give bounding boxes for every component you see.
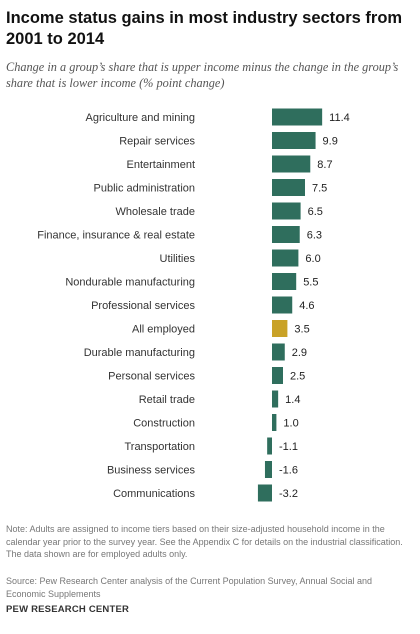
bar [267,437,272,455]
category-label: Wholesale trade [116,206,196,218]
value-label: 4.6 [299,300,314,312]
bar [272,414,277,431]
bar [272,343,285,361]
category-label: All employed [132,324,195,336]
bar [272,226,300,243]
value-label: 2.5 [290,371,305,383]
value-label: -1.1 [279,441,298,453]
chart-title: Income status gains in most industry sec… [6,9,403,48]
category-label: Retail trade [139,394,195,406]
bar [272,296,293,314]
bar [272,155,311,173]
category-label: Professional services [91,300,195,312]
category-label: Construction [133,418,195,430]
value-label: 6.3 [307,230,322,242]
category-label: Utilities [160,253,196,265]
category-label: Repair services [119,136,195,148]
bar [272,320,288,337]
value-label: 1.0 [283,418,298,430]
value-label: -1.6 [279,465,298,477]
bar [272,249,299,267]
brand-label: PEW RESEARCH CENTER [6,604,130,615]
bar [272,390,279,408]
category-label: Agriculture and mining [86,112,195,124]
category-label: Transportation [124,441,195,453]
bar [272,132,316,149]
category-label: Business services [107,465,196,477]
value-label: 3.5 [294,324,309,336]
value-label: 2.9 [292,347,307,359]
value-label: 9.9 [323,136,338,148]
bar [257,484,272,502]
value-label: 5.5 [303,277,318,289]
bar [272,179,305,196]
category-label: Durable manufacturing [84,347,195,359]
value-label: 11.4 [329,112,350,124]
value-label: -3.2 [279,488,298,500]
bar [272,367,283,384]
chart-subtitle: Change in a group’s share that is upper … [6,60,399,90]
value-label: 6.5 [308,206,323,218]
chart-source: Source: Pew Research Center analysis of … [6,576,373,599]
category-label: Finance, insurance & real estate [37,230,195,242]
bar [272,202,301,220]
value-label: 1.4 [285,394,300,406]
category-label: Personal services [108,371,195,383]
bar-chart: Agriculture and mining 11.4 Repair service… [37,108,350,502]
value-label: 6.0 [305,253,320,265]
category-label: Public administration [94,183,196,195]
chart-note: Note: Adults are assigned to income tier… [6,524,403,560]
value-label: 8.7 [317,159,332,171]
value-label: 7.5 [312,183,327,195]
category-label: Nondurable manufacturing [65,277,195,289]
bar [272,273,297,290]
bar [272,108,323,126]
bar [264,461,272,478]
category-label: Entertainment [127,159,195,171]
category-label: Communications [113,488,195,500]
